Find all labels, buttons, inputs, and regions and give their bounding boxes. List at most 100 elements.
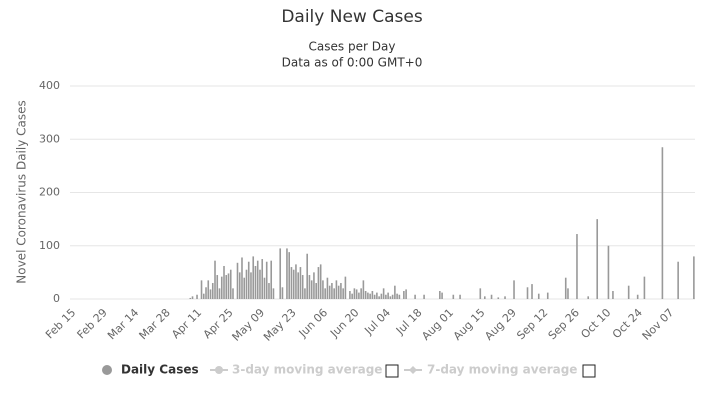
bar (414, 294, 416, 299)
checkbox[interactable] (582, 364, 596, 378)
legend-marker[interactable] (215, 366, 223, 374)
x-tick-label: Aug 15 (451, 306, 488, 343)
bar (281, 287, 284, 299)
x-tick-label: Aug 29 (482, 306, 519, 343)
bar (304, 288, 306, 299)
bar (299, 267, 302, 299)
bar (265, 261, 268, 299)
bar (310, 280, 313, 299)
bar (205, 287, 207, 299)
bar (490, 294, 493, 299)
bar (340, 283, 342, 299)
bar (331, 283, 333, 299)
bar (250, 272, 252, 299)
bar (596, 219, 599, 299)
bar (337, 285, 340, 299)
bar (362, 280, 365, 299)
x-tick-label: Jul 04 (361, 306, 393, 338)
x-tick-label: Mar 14 (105, 306, 141, 342)
bar (245, 269, 248, 299)
bar (567, 288, 569, 299)
bar (189, 297, 192, 299)
chart-subtitle: Cases per Day (309, 40, 396, 54)
bar (214, 260, 216, 299)
bar (385, 294, 387, 299)
bar (369, 293, 371, 299)
y-tick-label: 100 (39, 239, 60, 252)
bar (353, 288, 356, 299)
bar (247, 261, 250, 299)
bar (207, 280, 210, 299)
bar (349, 291, 351, 299)
bar (328, 285, 331, 299)
bar (576, 234, 578, 299)
bar (236, 262, 239, 299)
x-tick-label: Feb 29 (74, 306, 109, 341)
bar (290, 267, 293, 299)
bar (272, 288, 275, 299)
bar (288, 252, 290, 299)
legend-marker[interactable] (409, 366, 417, 374)
bar (531, 284, 533, 299)
bar (627, 285, 630, 299)
bar (367, 292, 369, 299)
bar (200, 280, 203, 299)
bar (196, 294, 198, 299)
bar (344, 276, 347, 299)
bar (238, 272, 241, 299)
bar (292, 269, 295, 299)
bar (693, 256, 695, 299)
x-tick-label: May 23 (261, 306, 299, 344)
bar (497, 297, 500, 299)
bar (364, 291, 367, 299)
bar (643, 276, 646, 299)
chart-title: Daily New Cases (281, 7, 423, 27)
bar (342, 288, 344, 299)
y-axis-label: Novel Coronavirus Daily Cases (15, 100, 29, 283)
x-tick-label: Jun 20 (327, 306, 361, 340)
bar (317, 267, 320, 299)
bar (270, 260, 273, 299)
bar (259, 269, 261, 299)
bar (268, 283, 270, 299)
legend-label[interactable]: Daily Cases (121, 363, 199, 377)
bar (371, 291, 374, 299)
bar (526, 287, 529, 299)
x-tick-label: Mar 28 (137, 306, 173, 342)
bar (297, 272, 299, 299)
bar (423, 294, 425, 299)
bar (394, 285, 396, 299)
x-tick-label: May 09 (230, 306, 268, 344)
legend-label[interactable]: 7-day moving average (427, 363, 577, 377)
x-tick-label: Feb 15 (43, 306, 78, 341)
bar (315, 283, 317, 299)
bar (241, 257, 243, 299)
bar (229, 269, 232, 299)
bar (677, 261, 679, 299)
bar (387, 292, 389, 299)
checkbox[interactable] (385, 364, 399, 378)
legend: Daily Cases 3-day moving average 7-day m… (102, 363, 596, 378)
bar (225, 275, 228, 299)
bar (360, 288, 362, 299)
legend-marker[interactable] (102, 365, 112, 375)
bar (391, 294, 394, 299)
bar (389, 296, 392, 299)
bar (313, 272, 315, 299)
bar (612, 291, 614, 299)
bar (324, 288, 326, 299)
bar (546, 292, 549, 299)
bar (380, 293, 383, 299)
bar (301, 275, 304, 299)
bar (279, 248, 282, 299)
bar (358, 292, 360, 299)
x-tick-label: Oct 24 (610, 306, 645, 341)
bar (261, 259, 264, 299)
bar (319, 264, 322, 299)
bar (564, 277, 567, 299)
bar (636, 294, 639, 299)
bar (232, 288, 234, 299)
legend-label[interactable]: 3-day moving average (232, 363, 382, 377)
x-tick-label: Sep 26 (546, 306, 582, 342)
